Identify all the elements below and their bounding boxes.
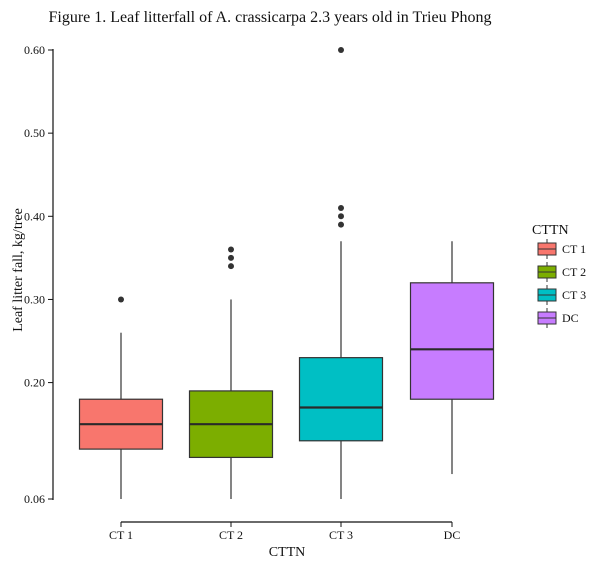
- legend-item: CT 1: [537, 239, 586, 259]
- box-iqr: [298, 357, 384, 442]
- boxes: [78, 47, 495, 499]
- legend-item: CT 2: [537, 262, 586, 282]
- y-ticks: 0.06 0.20 0.30 0.40 0.50 0.60: [24, 43, 53, 506]
- y-tick-label: 0.30: [24, 292, 45, 306]
- outlier-point: [338, 204, 344, 211]
- x-tick-label: DC: [444, 528, 461, 542]
- chart-title: Figure 1. Leaf litterfall of A. crassica…: [48, 9, 491, 26]
- legend-label: CT 1: [562, 242, 586, 256]
- legend-label: CT 3: [562, 288, 586, 302]
- x-tick-label: CT 1: [109, 528, 133, 542]
- y-axis-label: Leaf litter fall, kg/tree: [11, 208, 26, 332]
- x-tick-label: CT 3: [329, 528, 353, 542]
- outlier-point: [228, 263, 234, 270]
- y-tick-label: 0.40: [24, 209, 45, 223]
- box-dc: [409, 241, 495, 475]
- box-ct3: [298, 47, 384, 499]
- box-ct2: [188, 246, 274, 499]
- legend-item: DC: [537, 308, 579, 328]
- y-tick-label: 0.20: [24, 376, 45, 390]
- outlier-point: [338, 221, 344, 228]
- x-axis-label: CTTN: [269, 545, 306, 560]
- outlier-point: [118, 296, 124, 303]
- legend-item: CT 3: [537, 285, 586, 305]
- outlier-point: [228, 254, 234, 261]
- x-ticks: CT 1 CT 2 CT 3 DC: [109, 522, 460, 542]
- y-tick-label: 0.50: [24, 126, 45, 140]
- outlier-point: [228, 246, 234, 253]
- y-tick-label: 0.06: [24, 492, 45, 506]
- x-tick-label: CT 2: [219, 528, 243, 542]
- legend-label: DC: [562, 311, 579, 325]
- outlier-point: [338, 47, 344, 53]
- box-ct1: [78, 296, 164, 499]
- legend: CTTN CT 1 CT 2 CT 3 DC: [532, 223, 586, 328]
- legend-title: CTTN: [532, 223, 569, 238]
- y-tick-label: 0.60: [24, 43, 45, 57]
- legend-label: CT 2: [562, 265, 586, 279]
- outlier-point: [338, 213, 344, 220]
- box-iqr: [409, 282, 495, 400]
